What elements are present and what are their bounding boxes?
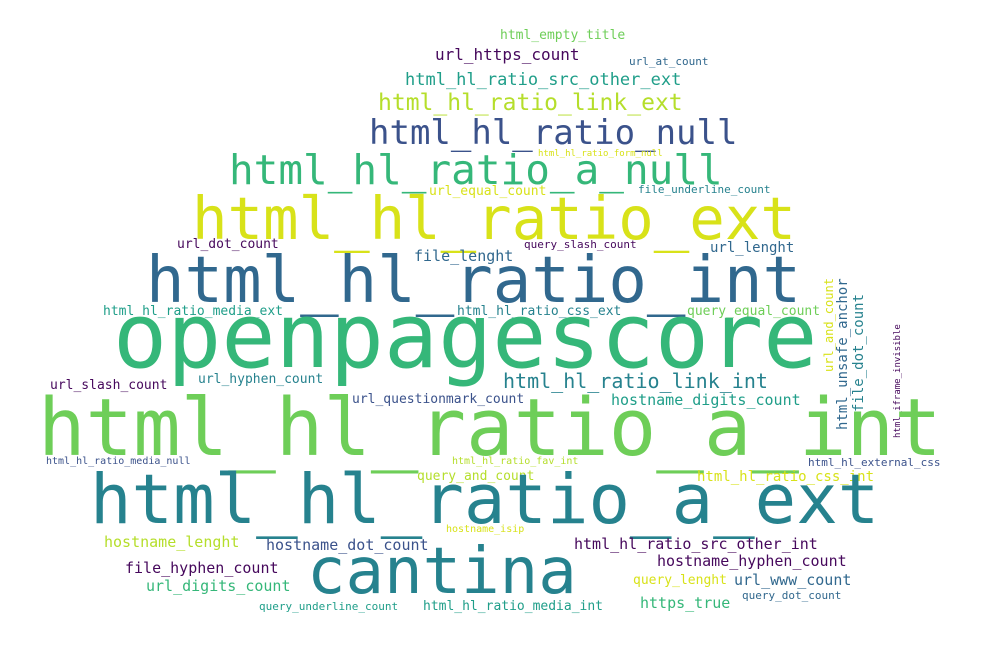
word: query_underline_count [259, 600, 399, 613]
word: hostname_dot_count [266, 536, 429, 554]
word: file_hyphen_count [125, 559, 279, 577]
word: https_true [640, 594, 731, 612]
word: html_hl_ratio_a_null [229, 146, 723, 194]
word: query_and_count [417, 469, 535, 484]
word: query_equal_count [687, 304, 821, 319]
word: html_empty_title [500, 28, 626, 43]
word: hostname_digits_count [611, 391, 801, 409]
word: html_hl_ratio_fav_int [452, 456, 579, 467]
word: url_slash_count [50, 378, 168, 393]
word: html_hl_ratio_null [369, 113, 738, 153]
word: url_hyphen_count [198, 372, 324, 387]
word: query_slash_count [524, 238, 637, 251]
word: html_hl_ratio_media_null [46, 456, 191, 467]
word: file_lenght [414, 247, 514, 265]
word: url_equal_count [429, 184, 547, 199]
word: openpagescore [113, 284, 818, 389]
word: html_hl_ratio_link_ext [378, 90, 683, 116]
word: hostname_lenght [104, 533, 240, 551]
word: url_www_count [734, 571, 852, 589]
word: url_dot_count [177, 237, 279, 252]
word: html_hl_ratio_src_other_ext [405, 70, 682, 90]
word: html_hl_ratio_media_ext [103, 304, 284, 319]
word: html_hl_ratio_int [146, 244, 802, 318]
word: html_hl_ratio_a_ext [90, 460, 880, 540]
word: url_at_count [629, 55, 709, 68]
word: html_hl_ratio_ext [192, 184, 796, 253]
word: html_hl_external_css [808, 456, 941, 469]
word: hostname_hyphen_count [657, 552, 847, 570]
word: url_questionmark_count [352, 392, 525, 407]
word: html_hl_ratio_css_int [697, 469, 875, 485]
word: html_hl_ratio_a_int [38, 382, 942, 474]
word: cantina [307, 535, 577, 609]
word: file_underline_count [638, 183, 771, 196]
word: query_dot_count [742, 589, 842, 602]
word: html_hl_ratio_media_int [423, 599, 604, 614]
word: html_hl_ratio_css_ext [457, 304, 622, 319]
word: url_https_count [435, 45, 580, 64]
word: html_hl_ratio_link_int [503, 369, 768, 393]
word: html_hl_ratio_src_other_int [574, 535, 818, 553]
word: url_lenght [710, 240, 795, 256]
word: html_hl_ratio_form_null [538, 149, 663, 159]
word: url_and_count [822, 278, 836, 372]
word: url_digits_count [146, 577, 291, 595]
word: query_lenght [633, 573, 727, 588]
word: hostname_isip [446, 524, 525, 535]
